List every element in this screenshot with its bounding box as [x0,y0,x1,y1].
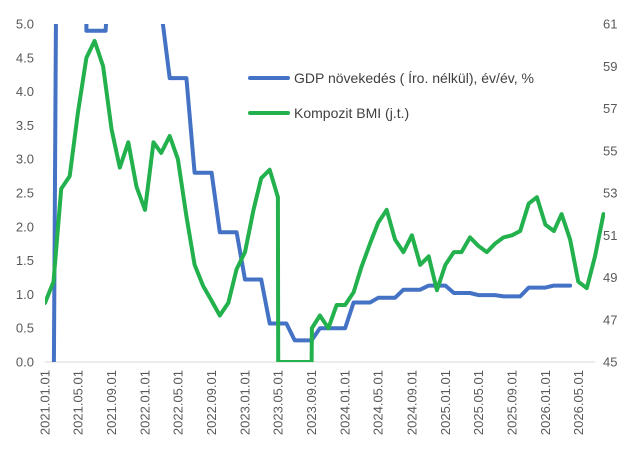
x-tick-label: 2022.09.01 [204,370,219,435]
y-right-tick-label: 61 [603,17,617,32]
y-right-tick-label: 55 [603,143,617,158]
y-axis-left: 0.0 0.5 1.0 1.5 2.0 2.5 3.0 3.5 4.0 4.5 5.0 [16,17,34,370]
x-axis: 2021.01.01 2021.05.01 2021.09.01 2022.01.01… [38,370,586,435]
x-tick-label: 2022.05.01 [170,370,185,435]
x-tick-label: 2021.01.01 [38,370,53,435]
y-axis-right: 45 47 49 51 53 55 57 59 61 [603,17,617,370]
series-line-bmi [45,38,605,362]
x-tick-label: 2023.05.01 [270,370,285,435]
x-tick-label: 2021.05.01 [70,370,85,435]
y-left-tick-label: 2.5 [16,186,34,201]
y-left-tick-label: 0.5 [16,321,34,336]
x-tick-label: 2023.01.01 [238,370,253,435]
series-line-gdp [51,24,573,362]
x-tick-label: 2026.01.01 [538,370,553,435]
y-left-tick-label: 0.0 [16,355,34,370]
y-right-tick-label: 59 [603,59,617,74]
y-left-tick-label: 1.0 [16,287,34,302]
y-right-tick-label: 57 [603,101,617,116]
x-tick-label: 2022.01.01 [138,370,153,435]
y-left-tick-label: 2.0 [16,219,34,234]
x-tick-label: 2024.01.01 [338,370,353,435]
legend-label: GDP növekedés ( Íro. nélkül), év/év, % [294,70,534,86]
y-left-tick-label: 4.5 [16,50,34,65]
legend-label: Kompozit BMI (j.t.) [294,105,409,121]
y-right-tick-label: 53 [603,186,617,201]
x-tick-label: 2026.05.01 [571,370,586,435]
y-right-tick-label: 49 [603,270,617,285]
legend: GDP növekedés ( Íro. nélkül), év/év, % Ko… [248,70,534,121]
y-left-tick-label: 5.0 [16,17,34,32]
y-right-tick-label: 51 [603,228,617,243]
y-right-tick-label: 47 [603,312,617,327]
y-left-tick-label: 3.0 [16,152,34,167]
x-tick-label: 2025.09.01 [505,370,520,435]
x-tick-label: 2021.09.01 [104,370,119,435]
x-tick-label: 2024.09.01 [404,370,419,435]
x-tick-label: 2023.09.01 [304,370,319,435]
plot-area [45,24,605,362]
x-tick-label: 2025.05.01 [471,370,486,435]
y-left-tick-label: 1.5 [16,253,34,268]
y-left-tick-label: 3.5 [16,118,34,133]
x-tick-label: 2024.05.01 [371,370,386,435]
x-tick-label: 2025.01.01 [438,370,453,435]
y-left-tick-label: 4.0 [16,84,34,99]
y-right-tick-label: 45 [603,355,617,370]
